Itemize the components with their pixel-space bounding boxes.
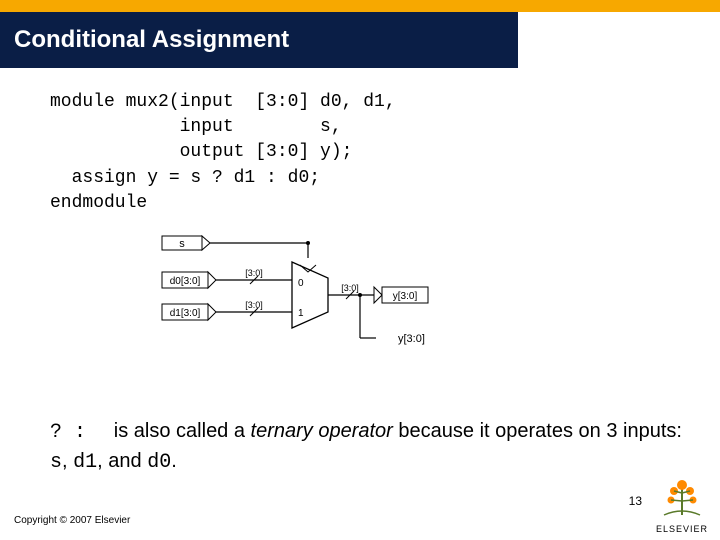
operand-d1: d1: [73, 451, 97, 474]
copyright-text: Copyright © 2007 Elsevier: [14, 515, 130, 526]
text-fragment: .: [171, 450, 177, 472]
accent-bar: [0, 0, 720, 12]
title-bar: Conditional Assignment: [0, 12, 518, 68]
operand-d0: d0: [147, 451, 171, 474]
text-fragment: ,: [62, 450, 73, 472]
label-d0: d0[3:0]: [170, 276, 201, 287]
code-line: endmodule: [50, 193, 147, 213]
mux-diagram: s d0[3:0] d1[3:0] [3:0] [3:0] 0: [160, 234, 684, 359]
term-ternary: ternary operator: [251, 420, 393, 442]
explanation-text: ? : is also called a ternary operator be…: [50, 417, 684, 477]
code-line: module mux2(input [3:0] d0, d1,: [50, 92, 396, 112]
code-block: module mux2(input [3:0] d0, d1, input s,…: [50, 90, 684, 216]
publisher-name: ELSEVIER: [656, 524, 708, 534]
mux-input-0: 0: [298, 278, 304, 289]
bus-label: [3:0]: [341, 283, 359, 293]
code-line: assign y = s ? d1 : d0;: [50, 168, 320, 188]
label-d1: d1[3:0]: [170, 308, 201, 319]
label-y-out: y[3:0]: [398, 333, 425, 345]
label-s: s: [179, 238, 185, 250]
bus-label: [3:0]: [245, 300, 263, 310]
elsevier-tree-icon: [660, 473, 704, 517]
operator-symbol: ? :: [50, 421, 86, 444]
bus-label: [3:0]: [245, 268, 263, 278]
text-fragment: because it operates on 3 inputs:: [393, 420, 682, 442]
label-y: y[3:0]: [393, 291, 418, 302]
code-line: input s,: [50, 117, 342, 137]
publisher-logo: ELSEVIER: [656, 473, 708, 534]
page-title: Conditional Assignment: [14, 26, 289, 54]
text-fragment: , and: [97, 450, 147, 472]
content-area: module mux2(input [3:0] d0, d1, input s,…: [0, 68, 720, 477]
code-line: output [3:0] y);: [50, 142, 352, 162]
text-fragment: is also called a: [108, 420, 250, 442]
operand-s: s: [50, 451, 62, 474]
page-number: 13: [629, 494, 642, 508]
mux-input-1: 1: [298, 308, 304, 319]
